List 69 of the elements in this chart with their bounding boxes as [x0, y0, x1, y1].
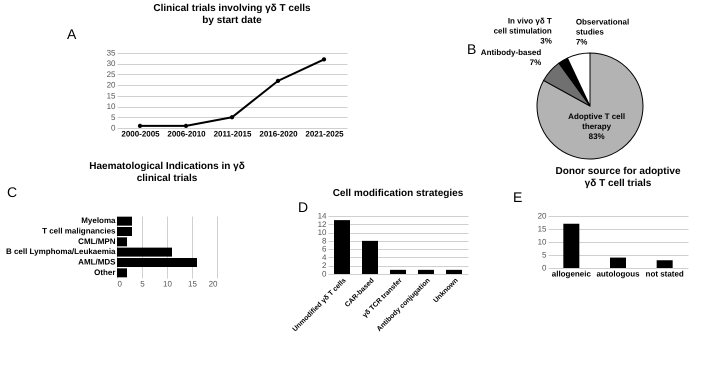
y-tick-label: 4	[322, 252, 328, 262]
y-tick-label: T cell malignancies	[42, 226, 116, 236]
slice-label: In vivo γδ T cell stimulation	[494, 16, 552, 36]
y-tick-label: 25	[106, 70, 116, 79]
y-tick-label: 10	[538, 238, 548, 246]
bar	[656, 260, 673, 268]
y-tick-label: B cell Lymphoma/Leukaemia	[6, 247, 116, 256]
x-tick-label: 2011-2015	[214, 130, 252, 138]
x-tick-label: not stated	[646, 270, 684, 278]
data-label: 83%	[588, 132, 605, 142]
y-tick-label: Myeloma	[81, 216, 116, 226]
y-tick-label: 14	[318, 212, 328, 220]
point	[138, 124, 142, 128]
x-tick-label: 2006-2010	[167, 130, 206, 138]
x-tick-label: 2000-2005	[121, 130, 160, 138]
y-tick-label: Other	[94, 268, 116, 277]
text: C	[7, 184, 18, 200]
bar	[563, 224, 580, 268]
text: A	[67, 26, 77, 42]
slice-label: Adoptive T cell therapy	[568, 112, 626, 132]
x-tick-label: 2016-2020	[259, 130, 298, 138]
chart-title: Cell modification strategies	[332, 188, 464, 199]
point	[230, 115, 234, 120]
y-tick-label: 5	[111, 112, 116, 122]
y-tick-label: 15	[538, 224, 548, 234]
y-tick-label: 35	[106, 48, 116, 58]
y-tick-label: 20	[538, 212, 548, 220]
y-tick-label: 0	[111, 124, 116, 132]
data-label: 7%	[530, 58, 542, 68]
y-tick-label: AML/MDS	[78, 258, 116, 266]
y-tick-label: 0	[542, 264, 548, 272]
bar	[418, 270, 434, 274]
text: E	[513, 189, 522, 205]
x-tick-label: 10	[163, 280, 172, 288]
point	[322, 57, 326, 62]
y-tick-label: 20	[106, 80, 116, 90]
x-tick-label: autologous	[596, 270, 640, 278]
bar	[334, 220, 350, 274]
y-tick-label: 10	[318, 228, 328, 238]
bar	[390, 270, 406, 274]
y-tick-label: 10	[106, 102, 116, 112]
bar	[610, 258, 626, 268]
slice-label: Antibody-based	[480, 48, 542, 58]
chart-title: Haematological Indications in γδ clinical trials	[89, 161, 245, 184]
slice-label: Observational studies	[576, 18, 630, 37]
y-tick-label: 5	[542, 250, 548, 260]
y-tick-label: 12	[318, 220, 328, 229]
x-tick-label: 15	[188, 280, 198, 288]
bar	[362, 240, 378, 274]
data-label: 7%	[576, 38, 588, 47]
chart-title: Donor source for adoptive γδ T cell trials	[555, 166, 681, 189]
x-tick-label: 5	[140, 280, 146, 288]
y-tick-label: 15	[106, 91, 116, 100]
x-tick-label: 2021-2025	[305, 130, 344, 138]
point	[276, 78, 280, 83]
y-tick-label: 6	[322, 244, 328, 254]
x-tick-label: 20	[208, 280, 218, 288]
y-tick-label: 8	[322, 236, 328, 246]
x-tick-label: allogeneic	[552, 270, 592, 278]
y-tick-label: 30	[106, 59, 116, 68]
point	[184, 124, 188, 128]
x-tick-label: 0	[118, 280, 122, 288]
y-tick-label: CML/MPN	[78, 236, 116, 246]
data-label: 3%	[540, 36, 552, 46]
text: D	[298, 199, 308, 215]
y-tick-label: 2	[322, 261, 328, 270]
text: B	[467, 41, 476, 57]
bar	[446, 270, 462, 274]
chart-title: Clinical trials involving γδ T cells by start date	[153, 3, 312, 26]
